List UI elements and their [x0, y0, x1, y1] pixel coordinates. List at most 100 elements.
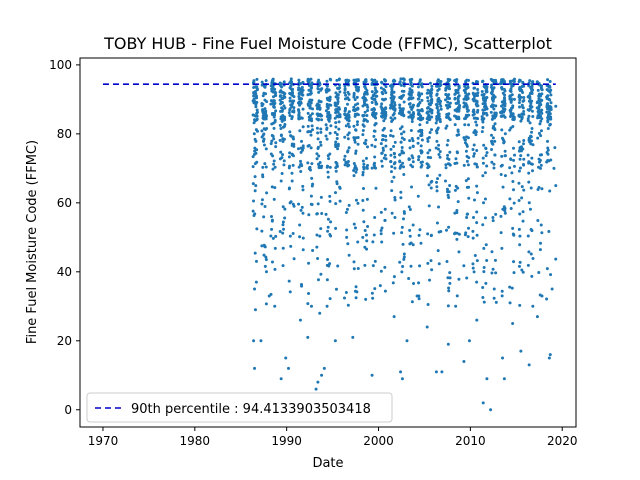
data-point: [462, 359, 466, 363]
data-point: [316, 147, 320, 151]
data-point: [501, 109, 504, 113]
data-point: [325, 263, 329, 267]
data-point: [410, 108, 414, 112]
data-point: [489, 408, 493, 412]
data-point: [420, 82, 424, 86]
data-point: [475, 104, 479, 108]
data-point: [446, 112, 450, 116]
data-point: [536, 187, 540, 191]
data-point: [389, 153, 393, 157]
data-point: [426, 137, 430, 141]
data-point: [336, 93, 340, 97]
data-point: [328, 77, 332, 81]
data-point: [416, 108, 420, 112]
data-point: [453, 114, 457, 118]
data-point: [346, 137, 350, 141]
data-point: [437, 262, 441, 266]
data-point: [393, 155, 397, 159]
data-point: [482, 117, 486, 121]
data-point: [490, 117, 494, 121]
data-point: [372, 134, 376, 138]
data-point: [361, 235, 365, 239]
data-point: [281, 264, 285, 268]
data-point: [485, 106, 489, 110]
data-point: [522, 188, 526, 192]
data-point: [475, 184, 479, 188]
y-axis-label: Fine Fuel Moisture Code (FFMC): [25, 140, 40, 344]
data-point: [361, 96, 365, 100]
data-point: [465, 143, 469, 147]
data-point: [402, 113, 406, 117]
data-point: [489, 110, 493, 114]
data-point: [254, 184, 258, 188]
data-point: [306, 102, 310, 106]
data-point: [310, 98, 314, 102]
data-point: [309, 304, 313, 308]
data-point: [402, 89, 406, 93]
data-point: [493, 122, 497, 126]
data-point: [508, 301, 512, 305]
data-point: [546, 120, 550, 124]
data-point: [361, 208, 365, 212]
data-point: [481, 108, 485, 112]
data-point: [253, 146, 257, 150]
data-point: [335, 136, 339, 140]
data-point: [426, 96, 430, 100]
data-point: [382, 156, 386, 160]
data-point: [352, 267, 356, 271]
data-point: [490, 141, 494, 145]
data-point: [494, 80, 498, 84]
data-point: [522, 163, 526, 167]
data-point: [370, 101, 374, 104]
data-point: [548, 123, 552, 127]
data-point: [281, 246, 285, 250]
data-point: [315, 104, 319, 107]
data-point: [444, 126, 448, 130]
data-point: [517, 227, 521, 231]
data-point: [482, 143, 486, 147]
data-point: [344, 291, 348, 294]
data-point: [526, 153, 530, 157]
data-point: [407, 102, 411, 106]
data-point: [255, 77, 259, 81]
data-point: [476, 80, 480, 84]
data-point: [456, 99, 460, 103]
data-point: [281, 223, 285, 227]
data-point: [251, 81, 255, 85]
data-point: [434, 370, 438, 374]
data-point: [300, 116, 304, 120]
scatter-points: [251, 77, 558, 412]
data-point: [445, 143, 449, 147]
data-point: [392, 97, 396, 101]
data-point: [455, 161, 459, 165]
data-point: [324, 109, 328, 113]
data-point: [444, 163, 448, 167]
data-point: [373, 287, 377, 291]
data-point: [435, 180, 439, 184]
data-point: [520, 196, 524, 200]
data-point: [354, 149, 358, 153]
data-point: [347, 203, 351, 207]
data-point: [548, 84, 552, 88]
data-point: [472, 99, 476, 103]
data-point: [338, 185, 342, 189]
data-point: [314, 387, 318, 391]
legend: 90th percentile : 94.4133903503418: [86, 392, 393, 423]
data-point: [490, 96, 494, 100]
data-point: [390, 90, 394, 94]
data-point: [334, 226, 338, 230]
data-point: [356, 120, 359, 124]
data-point: [509, 114, 513, 118]
data-point: [466, 109, 470, 112]
data-point: [537, 271, 541, 275]
data-point: [325, 115, 329, 119]
data-point: [264, 147, 268, 151]
data-point: [356, 102, 360, 106]
data-point: [288, 130, 292, 134]
data-point: [324, 212, 328, 216]
data-point: [546, 152, 550, 156]
data-point: [347, 125, 351, 129]
data-point: [334, 108, 338, 112]
data-point: [270, 112, 274, 116]
data-point: [546, 139, 549, 143]
